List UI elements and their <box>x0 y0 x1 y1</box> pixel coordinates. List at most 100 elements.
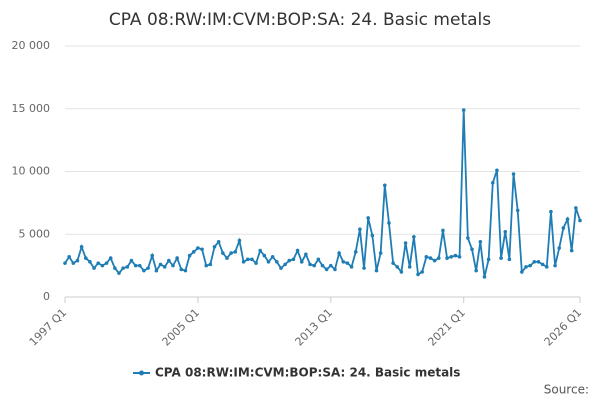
point <box>129 258 134 263</box>
point <box>574 206 578 210</box>
point <box>391 261 395 265</box>
x-tick-label: 2013 Q1 <box>293 306 336 349</box>
point <box>183 268 188 273</box>
y-tick-label: 0 <box>43 290 50 303</box>
x-tick-label: 2005 Q1 <box>160 306 203 349</box>
point <box>262 253 267 258</box>
point <box>79 245 84 249</box>
point <box>358 227 362 232</box>
source-label: Source: <box>544 383 589 397</box>
point <box>490 180 495 185</box>
point <box>71 261 76 265</box>
point <box>96 261 101 265</box>
point <box>212 245 217 249</box>
point <box>453 253 458 258</box>
point <box>420 270 424 274</box>
point <box>578 218 582 223</box>
point <box>532 260 537 264</box>
point <box>258 248 263 253</box>
chart-title: CPA 08:RW:IM:CVM:BOP:SA: 24. Basic metal… <box>109 10 491 30</box>
point <box>158 262 163 267</box>
y-tick-label: 15 000 <box>12 102 51 115</box>
point <box>349 265 354 269</box>
point <box>287 258 292 263</box>
point <box>520 270 524 274</box>
point <box>341 260 346 264</box>
point <box>486 257 491 262</box>
point <box>507 257 512 262</box>
point <box>200 247 204 252</box>
point <box>304 252 308 257</box>
point <box>528 263 532 268</box>
point <box>457 255 462 259</box>
point <box>137 263 142 268</box>
point <box>466 236 470 240</box>
point <box>187 253 192 258</box>
point <box>171 263 175 268</box>
point <box>299 260 304 264</box>
point <box>225 256 229 260</box>
point <box>366 216 370 220</box>
point <box>250 257 254 262</box>
point <box>362 266 366 270</box>
point <box>175 256 179 260</box>
point <box>121 266 125 270</box>
point <box>399 270 404 274</box>
point <box>67 255 71 259</box>
point <box>407 265 412 269</box>
point <box>561 226 566 230</box>
point <box>382 183 387 188</box>
point <box>544 265 549 269</box>
point <box>503 229 508 234</box>
y-tick-label: 5 000 <box>19 227 51 240</box>
point <box>154 268 159 273</box>
x-tick-label: 2026 Q1 <box>542 306 585 349</box>
point <box>291 257 296 262</box>
legend-label: CPA 08:RW:IM:CVM:BOP:SA: 24. Basic metal… <box>155 366 460 380</box>
point <box>557 246 562 250</box>
point <box>403 241 408 245</box>
point <box>333 267 337 272</box>
point <box>424 255 429 259</box>
legend-marker <box>139 370 144 376</box>
point <box>436 256 441 260</box>
point <box>495 168 499 173</box>
point <box>540 262 545 267</box>
point <box>553 263 557 268</box>
point <box>312 263 316 268</box>
point <box>75 258 80 263</box>
point <box>378 251 383 255</box>
point <box>245 257 250 262</box>
point <box>387 221 391 225</box>
point <box>374 268 379 273</box>
point <box>329 263 333 268</box>
point <box>108 256 113 260</box>
point <box>254 261 258 265</box>
point <box>229 251 233 255</box>
point <box>133 263 138 268</box>
point <box>241 260 246 264</box>
point <box>83 256 88 260</box>
point <box>432 258 437 263</box>
y-tick-label: 10 000 <box>12 165 51 178</box>
point <box>196 246 200 250</box>
point <box>337 251 341 255</box>
point <box>320 263 325 268</box>
point <box>204 263 209 268</box>
point <box>150 253 155 258</box>
point <box>549 209 553 214</box>
point <box>482 275 487 279</box>
point <box>167 258 171 263</box>
point <box>449 255 454 259</box>
point <box>324 267 329 272</box>
point <box>92 266 96 270</box>
point <box>191 250 196 254</box>
point <box>295 248 300 253</box>
point <box>270 255 275 259</box>
point <box>412 234 416 239</box>
x-tick-label: 2021 Q1 <box>425 306 468 349</box>
point <box>474 268 478 273</box>
point <box>441 228 445 233</box>
point <box>208 262 213 267</box>
